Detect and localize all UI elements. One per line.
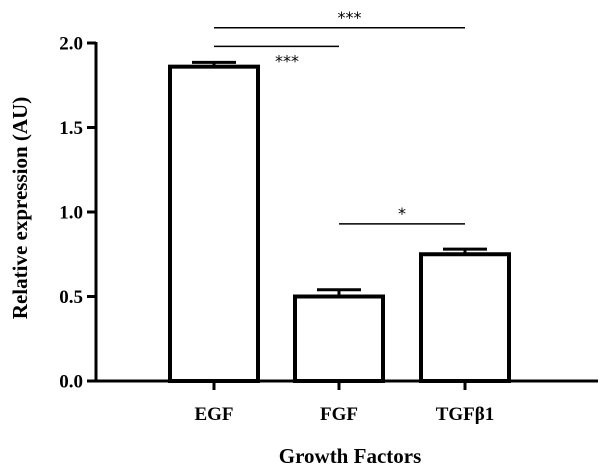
significance-annotations: *******	[214, 8, 465, 225]
bar	[419, 252, 511, 383]
y-tick-label: 1.5	[59, 118, 83, 139]
significance-label: *	[398, 204, 406, 223]
bar	[168, 64, 260, 383]
x-tick-label: TGFβ1	[436, 404, 495, 425]
bars: EGF FGF TGFβ1	[168, 60, 511, 425]
significance-label: ***	[275, 51, 299, 70]
x-axis-title: Growth Factors	[279, 444, 422, 468]
y-tick-label: 0.0	[59, 372, 83, 393]
bar	[293, 294, 385, 383]
significance-label: ***	[338, 8, 362, 27]
y-axis-title: Relative expression (AU)	[8, 97, 32, 319]
y-tick-label: 1.0	[59, 203, 83, 224]
y-tick-label: 2.0	[59, 34, 83, 55]
x-tick-label: FGF	[320, 404, 358, 425]
x-tick-label: EGF	[194, 404, 233, 425]
y-tick-label: 0.5	[59, 287, 83, 308]
